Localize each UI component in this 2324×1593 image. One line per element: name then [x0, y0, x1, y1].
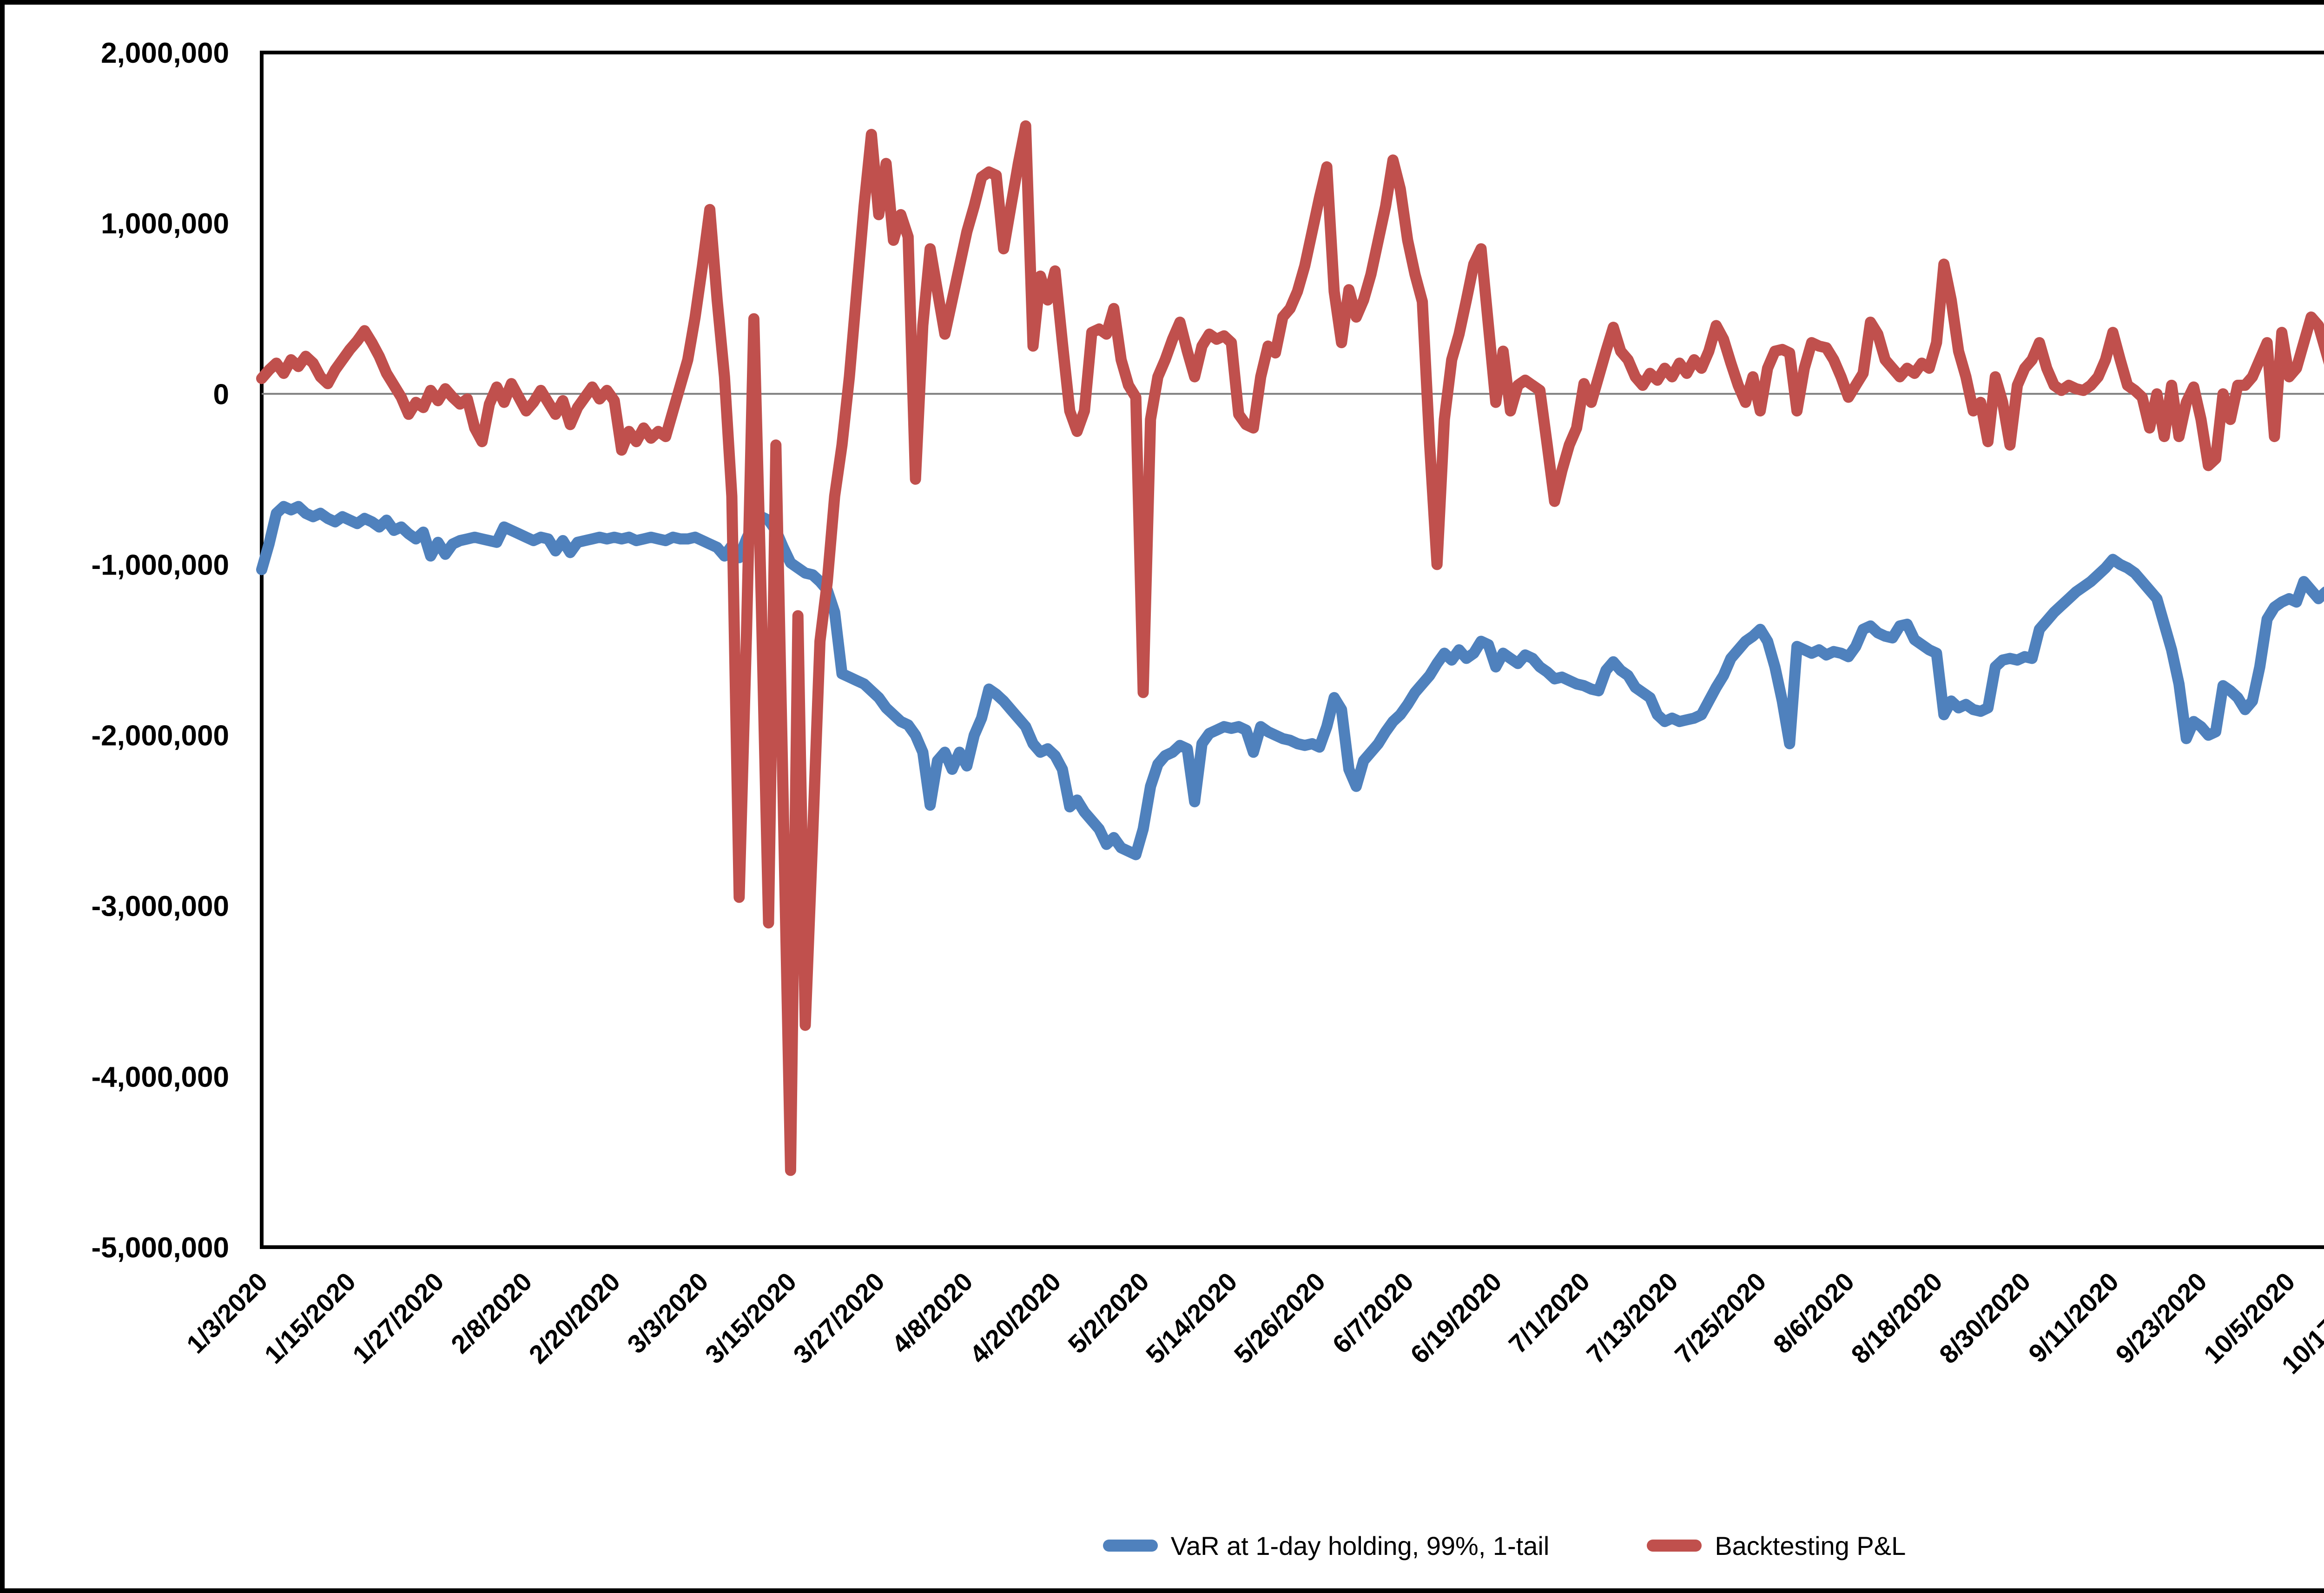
- x-axis-label: 7/13/2020: [1581, 1267, 1684, 1369]
- x-axis-label: 4/20/2020: [964, 1267, 1067, 1369]
- x-axis-label: 2/20/2020: [523, 1267, 626, 1369]
- x-axis-label: 2/8/2020: [445, 1267, 538, 1359]
- legend-item-pnl: Backtesting P&L: [1647, 1531, 1906, 1561]
- x-axis-label: 1/3/2020: [181, 1267, 273, 1359]
- y-axis-label: 0: [213, 378, 229, 410]
- x-axis-label: 1/15/2020: [258, 1267, 361, 1369]
- x-axis-label: 4/8/2020: [886, 1267, 978, 1359]
- x-axis-label: 6/19/2020: [1405, 1267, 1507, 1369]
- x-axis-label: 3/15/2020: [700, 1267, 802, 1369]
- x-axis-label: 8/30/2020: [1934, 1267, 2036, 1369]
- pnl-series-line: [256, 120, 2324, 1176]
- var-series-swatch: [1103, 1540, 1158, 1552]
- x-axis-label: 6/7/2020: [1327, 1267, 1419, 1359]
- pnl-series-swatch: [1647, 1540, 1702, 1552]
- y-axis-label: -5,000,000: [92, 1232, 229, 1264]
- y-axis-label: 1,000,000: [101, 208, 229, 240]
- plot-border: [260, 51, 2324, 1249]
- y-axis-label: -1,000,000: [92, 549, 229, 581]
- y-axis-label: -2,000,000: [92, 720, 229, 752]
- y-axis-label: -3,000,000: [92, 891, 229, 923]
- pnl-series-label: Backtesting P&L: [1715, 1531, 1906, 1560]
- legend-item-var: VaR at 1-day holding, 99%, 1-tail: [1103, 1531, 1550, 1561]
- x-axis-label: 3/3/2020: [621, 1267, 714, 1359]
- var-series-line: [256, 501, 2324, 860]
- var-series-label: VaR at 1-day holding, 99%, 1-tail: [1170, 1531, 1550, 1560]
- x-axis-label: 5/26/2020: [1228, 1267, 1331, 1369]
- x-axis-label: 9/11/2020: [2023, 1267, 2125, 1368]
- y-axis-label: -4,000,000: [92, 1061, 229, 1093]
- x-axis-label: 8/18/2020: [1845, 1267, 1948, 1369]
- chart-legend: VaR at 1-day holding, 99%, 1-tail Backte…: [5, 1518, 2324, 1573]
- x-axis-label: 7/25/2020: [1669, 1267, 1772, 1369]
- x-axis-label: 8/6/2020: [1768, 1267, 1860, 1359]
- x-axis-label: 5/2/2020: [1062, 1267, 1155, 1359]
- x-axis-label: 3/27/2020: [787, 1267, 890, 1369]
- y-axis-label: 2,000,000: [101, 37, 229, 69]
- x-axis-label: 1/27/2020: [347, 1267, 449, 1369]
- x-axis-label: 7/1/2020: [1503, 1267, 1596, 1359]
- var-backtesting-chart: 2,000,000 1,000,000 0 -1,000,000 -2,000,000 -…: [92, 37, 2324, 1380]
- x-axis-label: 9/23/2020: [2110, 1267, 2212, 1369]
- x-axis-label: 5/14/2020: [1140, 1267, 1243, 1369]
